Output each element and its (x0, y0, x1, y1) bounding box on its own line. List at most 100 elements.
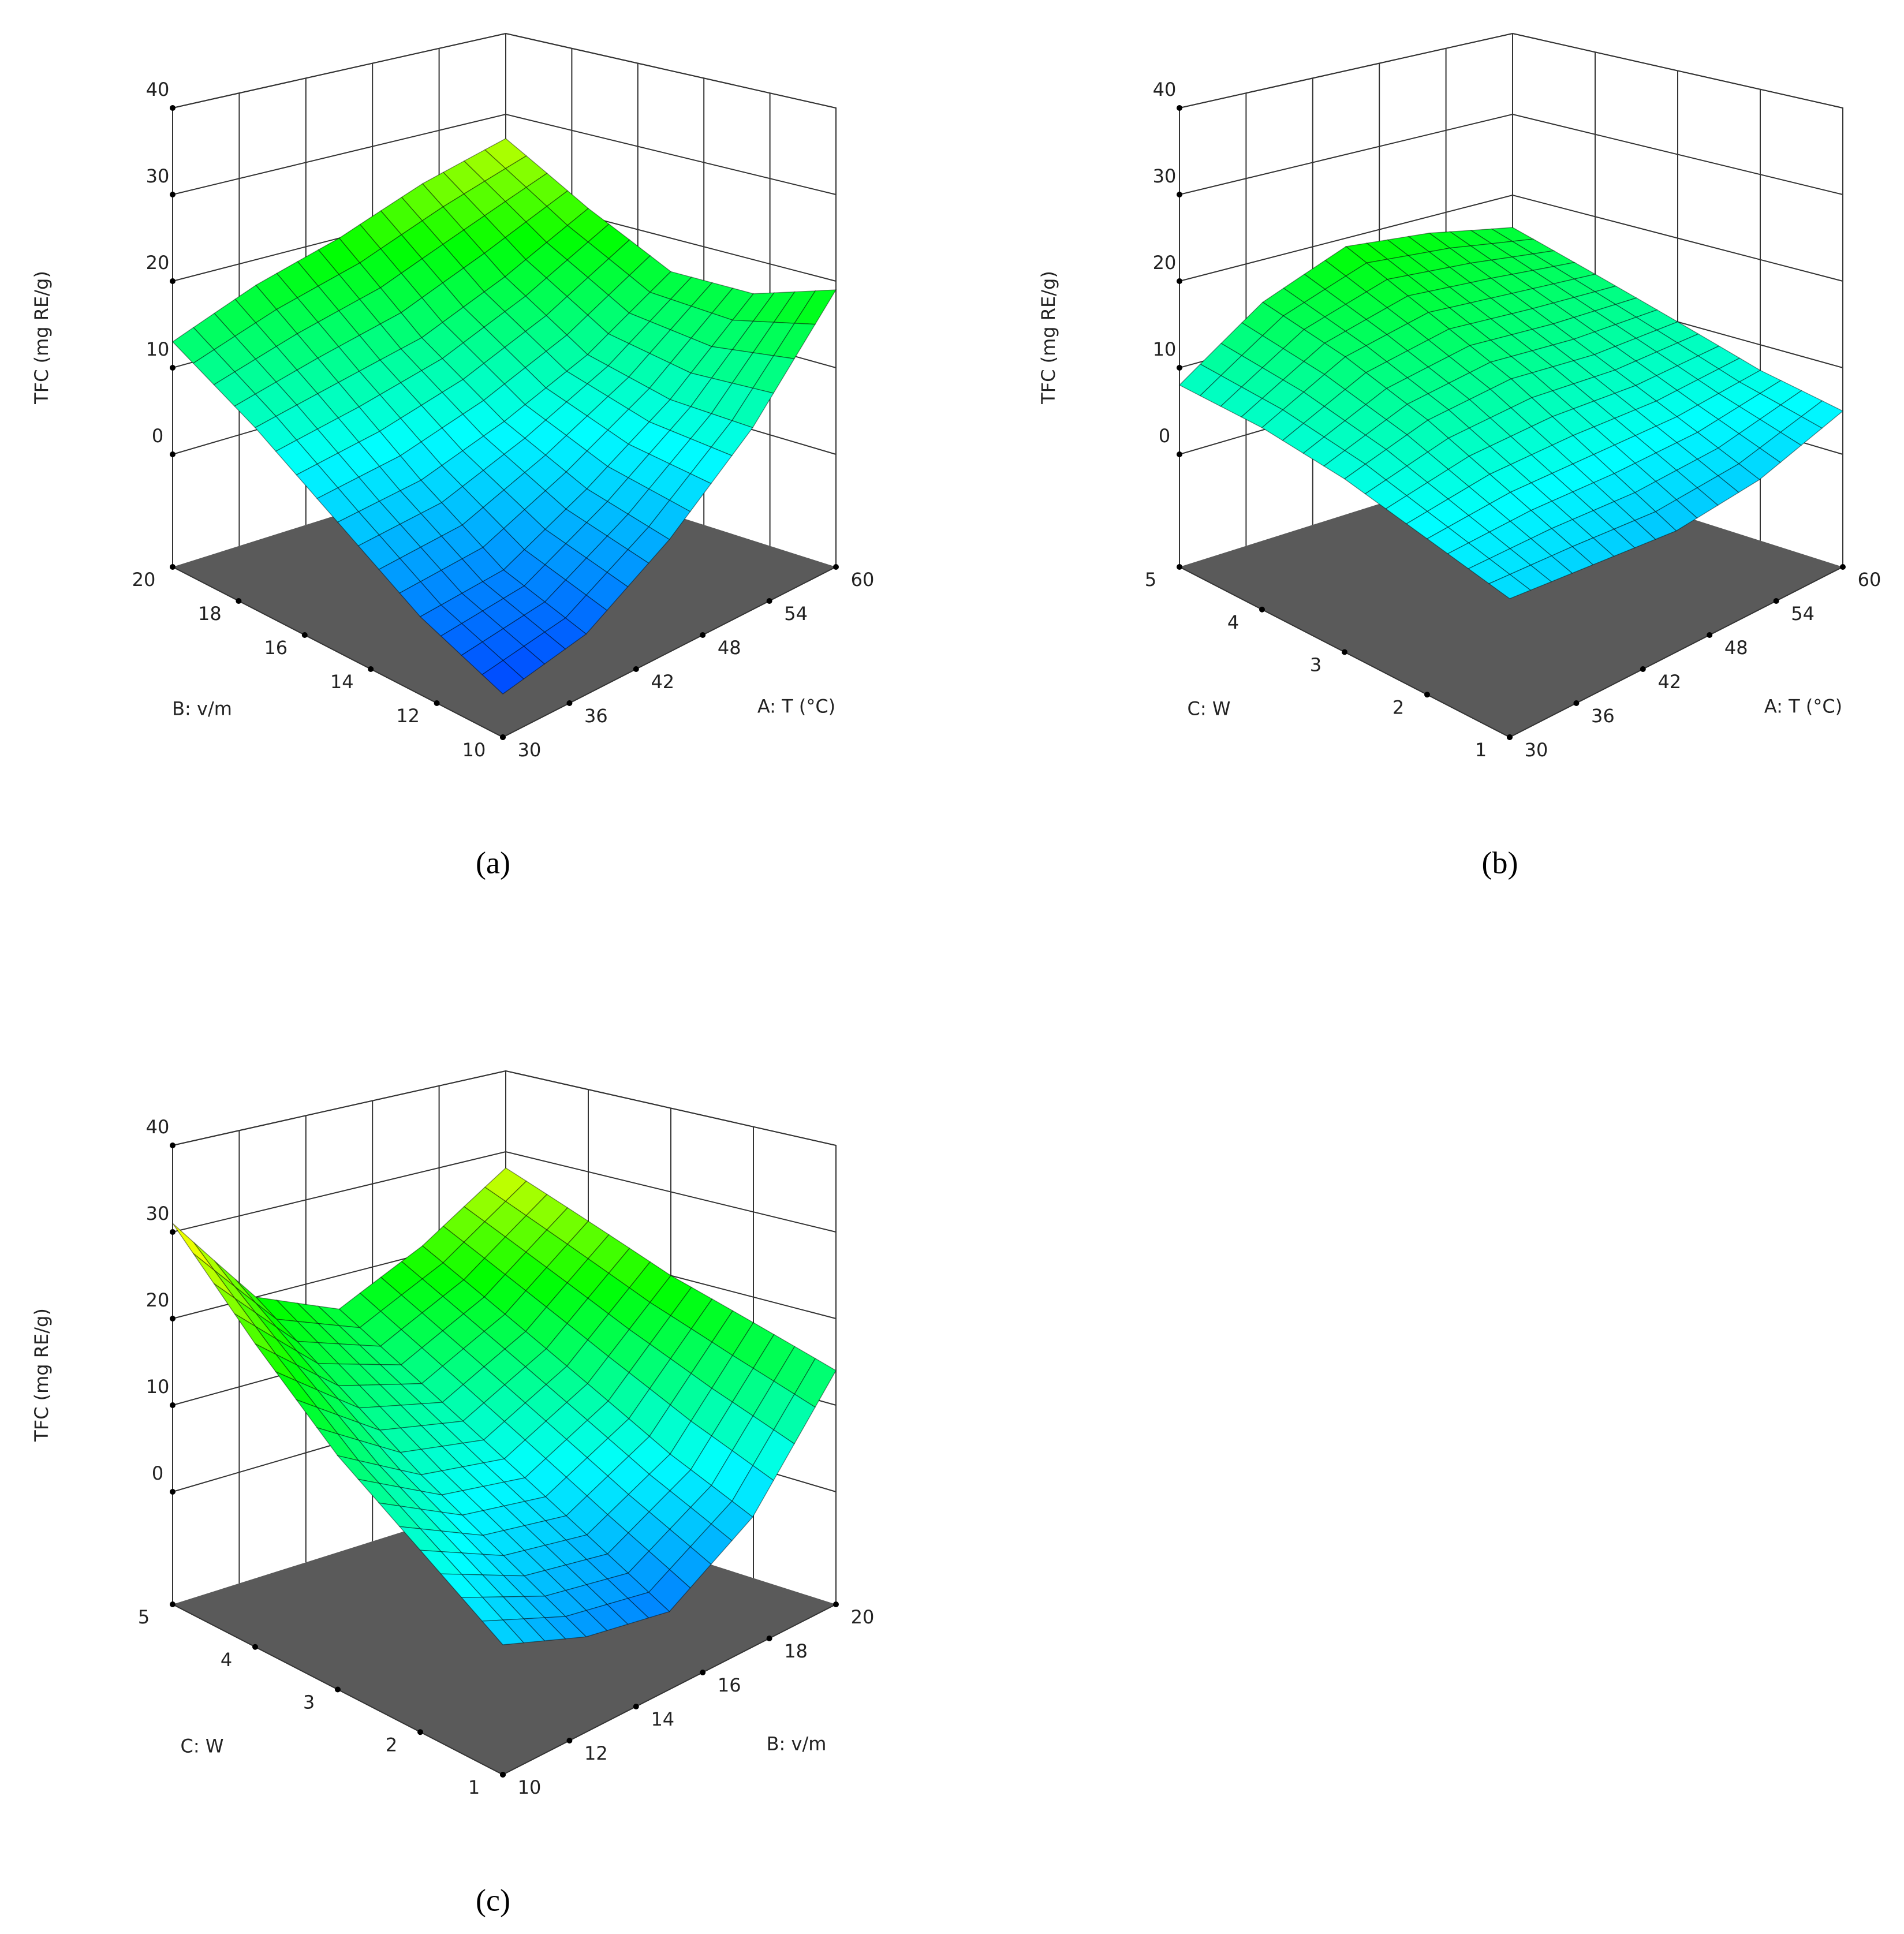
surface-facet (544, 1564, 588, 1591)
x-tick (633, 666, 639, 672)
x-tick (566, 700, 573, 706)
surface-facet (525, 1229, 568, 1268)
x-tick (1640, 666, 1646, 672)
surface-facet (690, 282, 734, 314)
surface-cell (1510, 354, 1678, 456)
y-tick-label: 5 (1145, 569, 1156, 591)
surface-facet (255, 346, 298, 383)
x-tick-label: 36 (584, 705, 608, 727)
surface-facet (296, 1302, 341, 1327)
surface-facet (1738, 447, 1781, 480)
surface-facet (462, 469, 505, 509)
surface-facet (524, 1520, 567, 1546)
surface-facet (420, 427, 464, 466)
z-tick (170, 451, 176, 457)
grid-line (1179, 113, 1843, 195)
surface-facet (566, 1220, 610, 1260)
surface-facet (711, 288, 755, 321)
surface-facet (234, 1313, 277, 1355)
surface-facet (566, 208, 610, 243)
surface-facet (234, 1286, 277, 1328)
surface-facet (1448, 282, 1492, 304)
surface-facet (1551, 546, 1594, 574)
surface-facet (607, 1532, 650, 1574)
y-tick (434, 700, 440, 706)
x-tick-label: 60 (1858, 569, 1881, 591)
surface-cell (337, 480, 505, 618)
surface-facet (420, 569, 463, 606)
y-tick (1259, 606, 1265, 613)
surface-facet (378, 1464, 422, 1492)
surface-facet (296, 357, 339, 394)
z-tick (170, 1229, 176, 1235)
surface-facet (399, 1469, 443, 1496)
x-tick-label: 42 (651, 671, 674, 693)
surface-facet (460, 1596, 504, 1622)
surface-facet (628, 1388, 671, 1438)
z-tick (1177, 105, 1182, 111)
surface-facet (461, 1462, 505, 1487)
grid-line (172, 1070, 837, 1146)
surface-facet (296, 1320, 340, 1345)
surface-facet (296, 1364, 339, 1399)
surface-facet (628, 1302, 671, 1345)
z-tick-label: 40 (1153, 79, 1177, 100)
surface-facet (1592, 528, 1636, 557)
surface-facet (421, 282, 464, 323)
z-tick (170, 1316, 176, 1321)
surface-facet (606, 1597, 649, 1625)
surface-facet (1530, 555, 1573, 583)
surface-cell (503, 1383, 671, 1536)
surface-facet (378, 558, 421, 594)
y-tick-label: 4 (1227, 611, 1239, 633)
surface-cell (669, 1322, 837, 1518)
surface-facet (504, 295, 547, 333)
surface-facet (523, 632, 566, 665)
surface-facet (566, 314, 609, 356)
surface-facet (275, 369, 319, 406)
surface-facet (358, 431, 401, 467)
surface-facet (462, 435, 505, 471)
surface-facet (649, 298, 692, 331)
y-tick-label: 3 (1310, 654, 1321, 676)
surface-cell (337, 1383, 506, 1476)
surface-cell (421, 138, 589, 278)
surface-cell (420, 1458, 588, 1556)
surface-cell (502, 1534, 670, 1638)
surface-facet (731, 1368, 775, 1417)
y-tick-label: 10 (462, 739, 486, 761)
surface-cell (338, 337, 505, 481)
surface-facet (669, 372, 712, 408)
surface-cell (255, 1343, 423, 1476)
surface-facet (1696, 475, 1739, 506)
surface-facet (1571, 537, 1615, 566)
surface-facet (378, 1483, 422, 1510)
surface-facet (482, 1481, 526, 1507)
surface-facet (670, 1286, 713, 1330)
y-axis-title: C: W (181, 1735, 224, 1757)
z-axis-title: TFC (mg RE/g) (1037, 271, 1059, 405)
surface-facet (421, 1262, 465, 1297)
surface-facet (483, 276, 527, 312)
surface-cell (1426, 491, 1594, 599)
z-tick-label: 0 (152, 425, 163, 447)
y-tick (170, 1601, 176, 1607)
surface-facet (192, 349, 236, 386)
surface-cell (587, 1275, 754, 1455)
surface-facet (545, 401, 588, 436)
surface-facet (565, 1584, 608, 1611)
surface-facet (234, 285, 278, 324)
surface-facet (481, 1554, 525, 1577)
surface-cell (1676, 369, 1844, 480)
surface-facet (1759, 431, 1802, 463)
y-tick-label: 4 (221, 1649, 232, 1671)
surface-facet (566, 1339, 609, 1384)
surface-facet (607, 1494, 650, 1534)
surface-facet (503, 1477, 547, 1502)
surface-facet (214, 1260, 256, 1304)
surface-cell (419, 569, 587, 695)
surface-facet (317, 1342, 361, 1365)
surface-facet (731, 320, 775, 353)
surface-cell (419, 1550, 587, 1645)
